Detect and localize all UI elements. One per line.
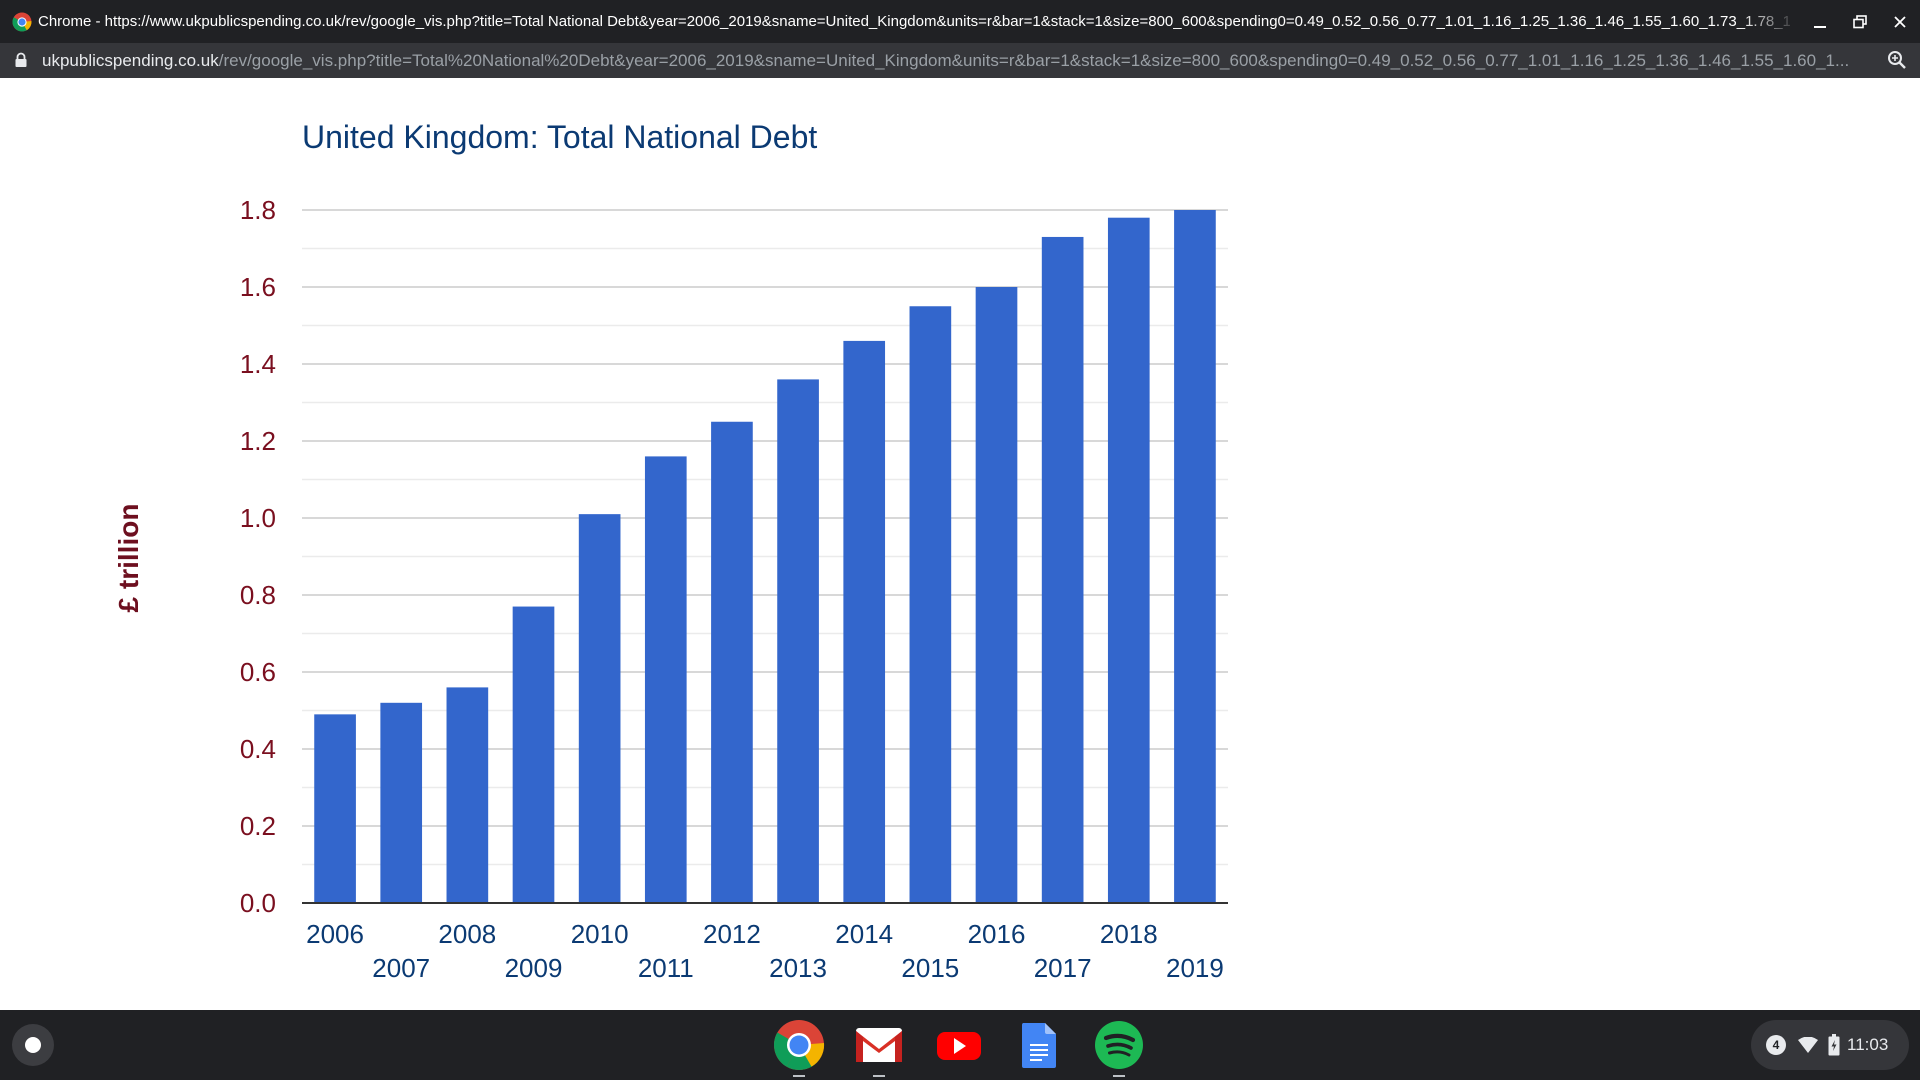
shelf: 4 11:03 [0, 1010, 1920, 1080]
bar-2010 [578, 514, 621, 903]
bar-2009 [512, 606, 555, 903]
x-tick-label: 2006 [306, 919, 364, 949]
minimize-button[interactable] [1806, 8, 1834, 36]
y-tick-label: 0.4 [240, 734, 276, 764]
clock: 11:03 [1847, 1035, 1889, 1054]
y-tick-label: 1.8 [240, 195, 276, 225]
debt-bar-chart: United Kingdom: Total National Debt 0.00… [113, 119, 1228, 983]
running-indicator [1113, 1075, 1125, 1077]
shelf-app-docs[interactable] [1013, 1019, 1065, 1071]
launcher-button[interactable] [12, 1024, 54, 1066]
gmail-icon [856, 1028, 902, 1062]
lock-icon[interactable] [14, 52, 28, 68]
zoom-icon[interactable] [1886, 49, 1908, 71]
running-indicator [873, 1075, 885, 1077]
status-tray[interactable]: 4 11:03 [1751, 1020, 1909, 1070]
x-tick-label: 2015 [901, 953, 959, 983]
bar-2013 [777, 379, 819, 903]
x-tick-label: 2010 [571, 919, 629, 949]
chrome-icon [774, 1020, 825, 1070]
x-tick-label: 2014 [835, 919, 893, 949]
window-title: Chrome - https://www.ukpublicspending.co… [38, 13, 1790, 30]
page-content: United Kingdom: Total National Debt 0.0 0… [0, 78, 1920, 1010]
x-tick-label: 2016 [968, 919, 1026, 949]
y-tick-label: 0.8 [240, 580, 276, 610]
restore-icon [1853, 15, 1867, 29]
y-tick-label: 1.0 [240, 503, 276, 533]
y-tick-label: 0.2 [240, 811, 276, 841]
bar-2018 [1107, 217, 1150, 903]
shelf-app-spotify[interactable] [1093, 1019, 1145, 1077]
bar-2019 [1174, 210, 1216, 903]
title-fade [1740, 0, 1800, 43]
bar-2007 [380, 702, 423, 903]
launcher-icon [25, 1037, 41, 1053]
bar-2014 [843, 340, 886, 903]
notification-count-badge: 4 [1766, 1035, 1786, 1055]
spotify-icon [1095, 1021, 1143, 1069]
y-tick-label: 0.0 [240, 888, 276, 918]
x-tick-label: 2012 [703, 919, 761, 949]
gridlines [302, 209, 1228, 866]
y-tick-label: 1.6 [240, 272, 276, 302]
shelf-app-gmail[interactable] [853, 1019, 905, 1077]
wifi-icon [1798, 1037, 1818, 1053]
y-tick-label: 1.2 [240, 426, 276, 456]
x-tick-label: 2008 [438, 919, 496, 949]
chrome-logo-icon [12, 12, 32, 32]
chart-title: United Kingdom: Total National Debt [302, 119, 817, 155]
bar-2011 [644, 456, 687, 903]
url-path: /rev/google_vis.php?title=Total%20Nation… [218, 51, 1850, 70]
bar-2017 [1041, 236, 1084, 903]
bar-2016 [975, 287, 1018, 903]
shelf-app-youtube[interactable] [933, 1019, 985, 1071]
restore-button[interactable] [1846, 8, 1874, 36]
x-tick-label: 2009 [505, 953, 563, 983]
bars [314, 210, 1216, 903]
url-text[interactable]: ukpublicspending.co.uk/rev/google_vis.ph… [42, 43, 1872, 78]
x-tick-label: 2011 [638, 953, 694, 983]
x-tick-label: 2013 [769, 953, 827, 983]
url-host: ukpublicspending.co.uk [42, 51, 219, 70]
minimize-icon [1814, 26, 1826, 28]
y-tick-label: 0.6 [240, 657, 276, 687]
bar-2006 [314, 714, 356, 903]
y-tick-label: 1.4 [240, 349, 276, 379]
window-title-bar: Chrome - https://www.ukpublicspending.co… [0, 0, 1920, 43]
x-tick-label: 2019 [1166, 953, 1224, 983]
bar-2012 [711, 421, 753, 903]
battery-icon [1828, 1034, 1840, 1056]
y-axis-ticks: 0.0 0.2 0.4 0.6 0.8 1.0 1.2 1.4 1.6 1.8 [240, 195, 276, 918]
x-axis-ticks: 2006 2007 2008 2009 2010 2011 2012 2013 2014 2015… [306, 919, 1224, 983]
y-axis-label: £ trillion [113, 504, 144, 613]
bar-2015 [909, 306, 952, 903]
youtube-icon [937, 1032, 981, 1060]
address-bar[interactable]: ukpublicspending.co.uk/rev/google_vis.ph… [0, 43, 1920, 78]
close-button[interactable] [1886, 8, 1914, 36]
bar-2008 [446, 687, 489, 903]
close-icon [1894, 16, 1906, 28]
docs-icon [1021, 1023, 1056, 1068]
x-tick-label: 2018 [1100, 919, 1158, 949]
running-indicator [793, 1075, 805, 1077]
shelf-app-chrome[interactable] [773, 1019, 825, 1077]
x-tick-label: 2007 [372, 953, 430, 983]
x-tick-label: 2017 [1034, 953, 1092, 983]
